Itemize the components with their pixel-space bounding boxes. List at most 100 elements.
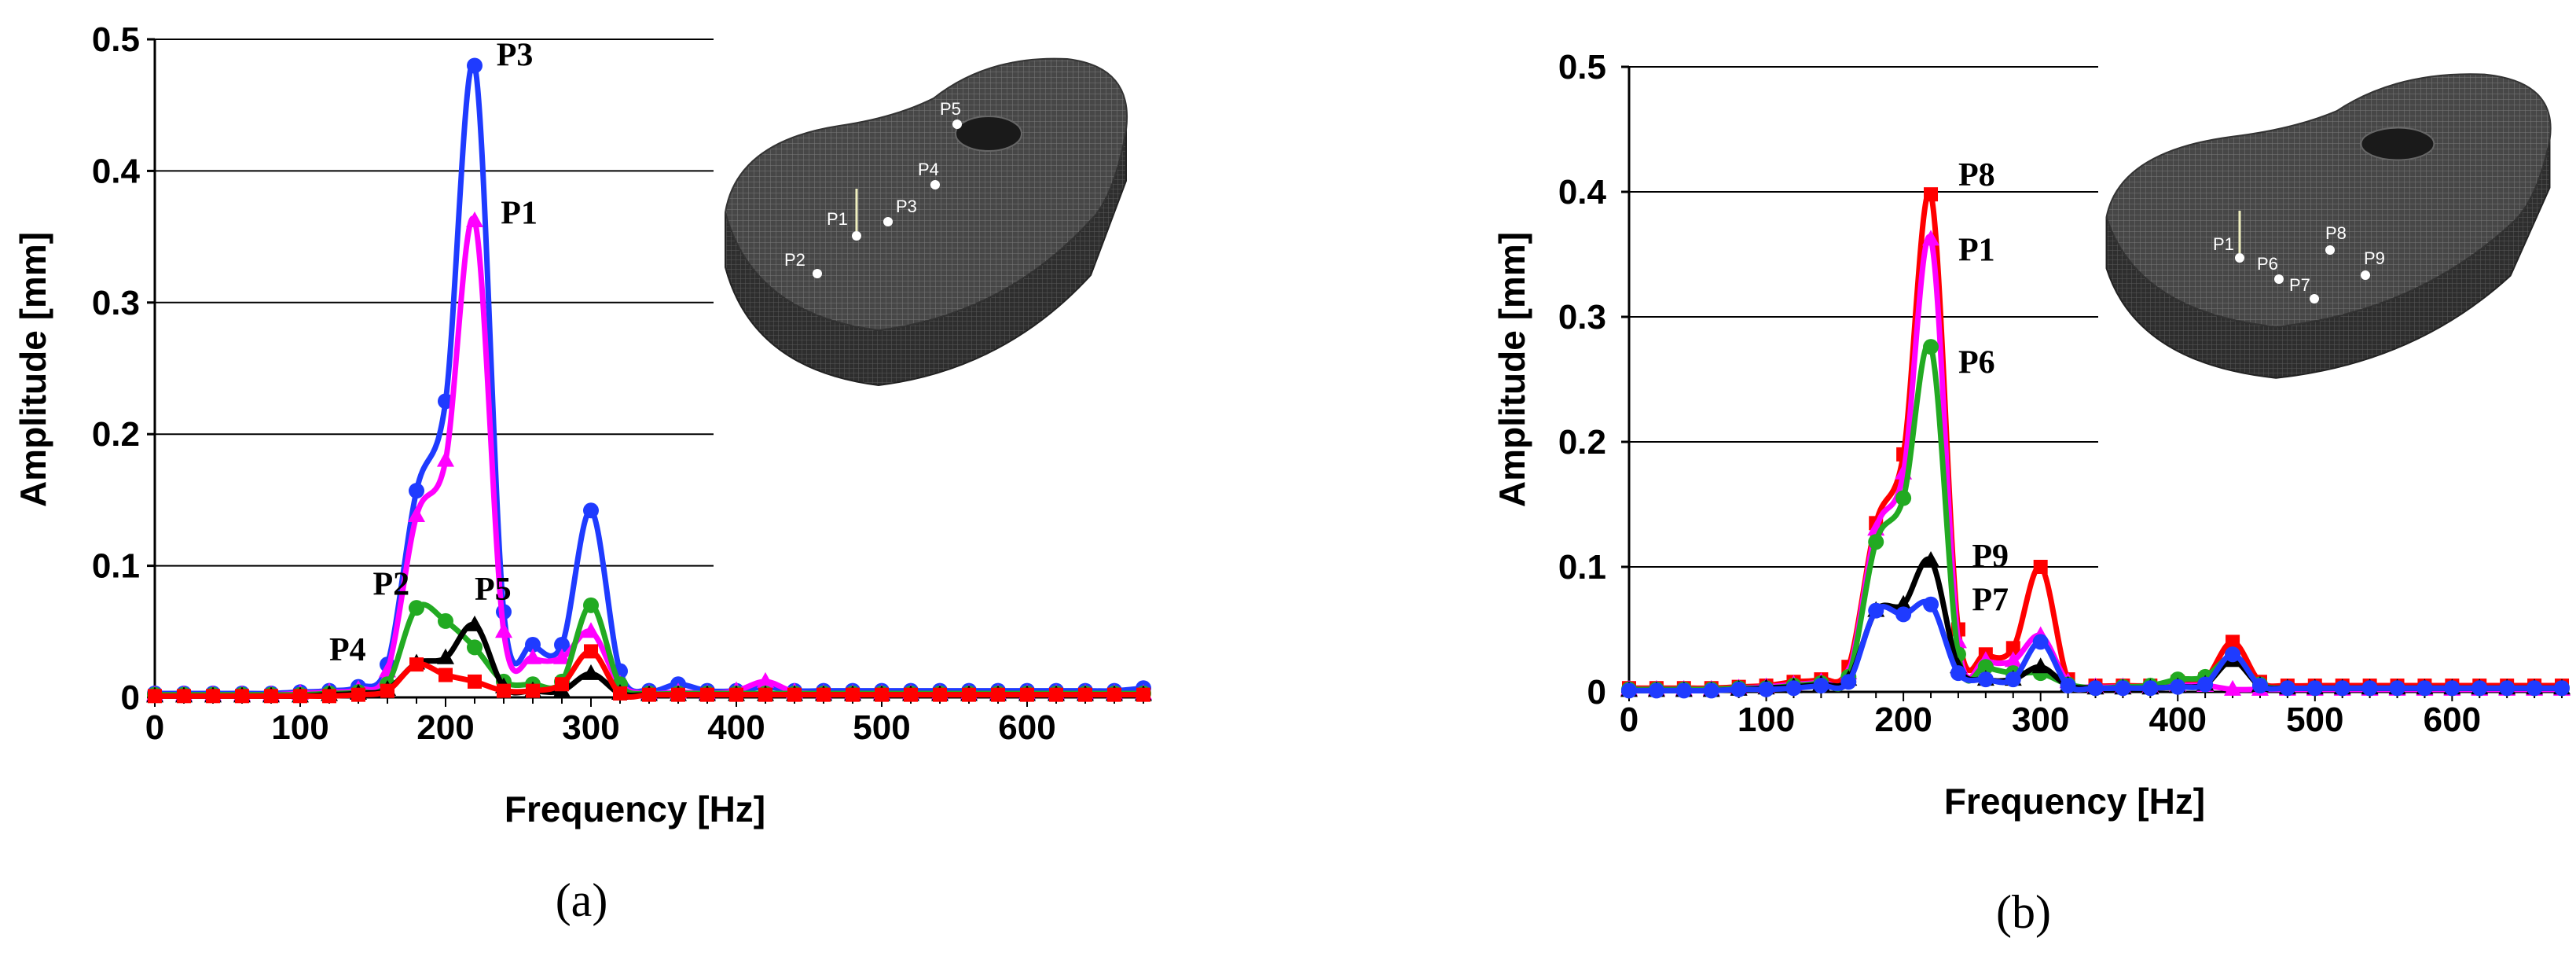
data-point (1895, 594, 1913, 611)
data-point (409, 483, 424, 499)
data-point (1868, 534, 1884, 550)
x-tick-label: 0 (1620, 701, 1638, 739)
x-tick-label: 100 (1738, 701, 1795, 739)
data-point (1977, 659, 1994, 675)
data-point (1049, 687, 1063, 702)
series-line (154, 601, 1143, 698)
data-point (1977, 671, 1994, 688)
inset-point-label: P7 (2289, 275, 2310, 295)
data-point (1923, 339, 1939, 355)
data-point (1895, 606, 1912, 623)
measure-point-dot (930, 180, 940, 189)
y-tick-label: 0 (1587, 673, 1606, 712)
series-p7 (1621, 596, 2570, 699)
series-line (1628, 598, 2562, 694)
data-point (206, 689, 220, 704)
data-point (2225, 646, 2241, 663)
data-point (2361, 680, 2378, 697)
guitar-mesh-inset: P1 P6 P7 P8 P9 (2105, 73, 2552, 379)
x-tick-label: 400 (2149, 701, 2207, 739)
data-point (757, 671, 774, 688)
data-point (2005, 641, 2020, 656)
y-tick-label: 0.4 (92, 152, 141, 190)
data-point (235, 689, 249, 704)
data-point (1020, 687, 1034, 702)
inset-point-label: P6 (2257, 254, 2278, 274)
data-point (642, 687, 656, 702)
data-point (497, 683, 511, 698)
data-point (322, 689, 336, 704)
data-point (1703, 682, 1719, 699)
data-point (2170, 679, 2186, 695)
series-annotation: P1 (1958, 232, 1995, 268)
y-axis-title: Amplitude [mm] (13, 232, 53, 507)
y-tick-label: 0.4 (1558, 173, 1607, 211)
data-point (1813, 678, 1829, 694)
data-point (2197, 676, 2214, 693)
data-point (2226, 634, 2240, 649)
data-point (555, 677, 569, 692)
data-point (1107, 687, 1121, 702)
x-tick-label: 200 (1874, 701, 1932, 739)
data-point (991, 687, 1005, 702)
data-point (409, 600, 424, 616)
inset-point-label: P2 (784, 250, 805, 270)
x-tick-label: 200 (416, 708, 474, 747)
data-point (2033, 560, 2048, 574)
data-point (2416, 680, 2433, 697)
data-point (2142, 680, 2159, 697)
panel-label: (a) (556, 874, 608, 926)
series-p9 (1620, 551, 2570, 697)
data-point (2031, 657, 2049, 674)
y-tick-label: 0.3 (92, 284, 140, 322)
data-point (2004, 651, 2022, 668)
data-point (787, 687, 802, 702)
x-tick-label: 0 (145, 708, 164, 747)
series-annotation: P4 (329, 632, 366, 668)
data-point (1758, 681, 1774, 697)
measure-point-dot (2274, 274, 2284, 284)
data-point (467, 639, 483, 656)
data-point (495, 622, 512, 638)
series-line (1628, 556, 2562, 694)
data-point (729, 687, 743, 702)
data-point (439, 668, 453, 682)
data-point (2306, 680, 2323, 697)
data-point (409, 657, 424, 672)
data-point (526, 683, 540, 698)
data-point (1923, 596, 1939, 612)
x-tick-label: 600 (998, 708, 1055, 747)
data-point (583, 597, 599, 613)
data-point (846, 687, 860, 702)
x-tick-label: 500 (853, 708, 910, 747)
data-point (2334, 680, 2350, 697)
y-tick-label: 0.3 (1558, 298, 1606, 337)
data-point (351, 687, 365, 702)
data-point (904, 687, 918, 702)
data-point (525, 637, 541, 653)
inset-point-label: P3 (896, 197, 917, 216)
data-point (2444, 680, 2460, 697)
y-tick-label: 0.5 (1558, 48, 1606, 86)
x-axis-title: Frequency [Hz] (1944, 781, 2205, 822)
data-point (584, 644, 598, 659)
data-point (1950, 665, 1966, 682)
data-point (1840, 674, 1857, 690)
data-point (1136, 687, 1150, 702)
y-axis-title: Amplitude [mm] (1492, 232, 1532, 507)
data-point (582, 622, 600, 638)
data-point (2251, 678, 2268, 694)
data-point (582, 664, 600, 680)
data-point (1675, 682, 1692, 699)
measure-point-dot (852, 231, 861, 241)
data-point (554, 637, 570, 653)
data-point (2471, 680, 2488, 697)
data-point (2526, 680, 2543, 697)
data-point (466, 615, 483, 631)
data-point (2060, 678, 2076, 694)
series-annotation: P2 (373, 566, 410, 602)
data-point (1785, 680, 1802, 697)
